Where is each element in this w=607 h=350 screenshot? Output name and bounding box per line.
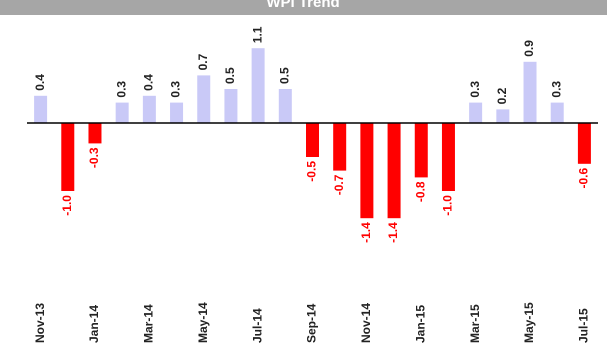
x-tick-label: Nov-14 [359, 303, 373, 343]
x-tick-label: Jul-15 [577, 308, 591, 343]
bar [496, 109, 510, 123]
title-bar [0, 0, 607, 15]
x-tick-label: Jan-14 [87, 305, 101, 343]
bar [469, 102, 483, 123]
bar [197, 75, 211, 123]
data-label: 0.5 [277, 67, 291, 84]
x-tick-label: Sep-14 [305, 303, 319, 343]
x-tick-label: Mar-14 [142, 304, 156, 343]
bar [88, 123, 102, 144]
data-label: -0.3 [87, 147, 101, 168]
chart-title: WPI Trend [266, 0, 339, 11]
bar [441, 123, 455, 191]
data-label: -1.4 [386, 222, 400, 243]
data-label: 0.4 [142, 74, 156, 91]
x-tick-label: Jul-14 [250, 308, 264, 343]
bar [577, 123, 591, 164]
data-label: 0.7 [196, 53, 210, 70]
bar [387, 123, 401, 219]
bar [34, 95, 48, 123]
bar [550, 102, 564, 123]
bar [251, 48, 265, 124]
data-label: -1.0 [60, 195, 74, 216]
data-label: 0.4 [33, 74, 47, 91]
data-label: 1.1 [250, 26, 264, 43]
bar [523, 61, 537, 123]
data-label: -0.6 [577, 167, 591, 188]
data-label: 0.3 [549, 81, 563, 98]
bar [170, 102, 184, 123]
bar [333, 123, 347, 171]
bar [61, 123, 75, 191]
x-tick-label: Jan-15 [413, 305, 427, 343]
x-tick-label: May-15 [522, 302, 536, 343]
data-label: -1.4 [359, 222, 373, 243]
data-label: 0.3 [169, 81, 183, 98]
bar [306, 123, 319, 157]
data-label: -0.8 [413, 181, 427, 202]
bar [414, 123, 428, 178]
data-label: -0.5 [305, 161, 319, 182]
bar [142, 95, 156, 123]
bar [278, 89, 292, 123]
bar [224, 89, 238, 123]
bar [115, 102, 129, 123]
data-label: -0.7 [332, 174, 346, 195]
data-label: 0.9 [522, 40, 536, 57]
data-label: 0.5 [223, 67, 237, 84]
data-label: 0.2 [495, 87, 509, 104]
x-tick-label: May-14 [196, 302, 210, 343]
x-tick-label: Nov-13 [33, 303, 47, 343]
x-tick-label: Mar-15 [468, 304, 482, 343]
bar [360, 123, 374, 219]
data-label: -1.0 [441, 195, 455, 216]
data-label: 0.3 [468, 81, 482, 98]
data-label: 0.3 [114, 81, 128, 98]
